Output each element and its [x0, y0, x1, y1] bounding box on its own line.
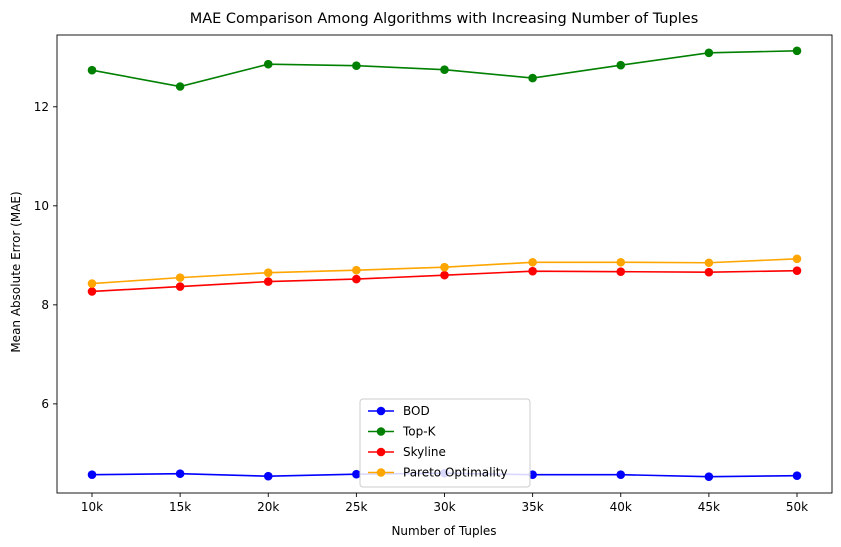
data-point-top-k [704, 48, 714, 58]
y-tick-label: 6 [41, 397, 49, 411]
legend-label: BOD [403, 404, 430, 418]
data-point-skyline [440, 270, 449, 280]
data-point-bod [175, 469, 185, 478]
data-point-skyline [87, 287, 97, 296]
data-point-pareto-optimality [87, 279, 97, 288]
series-pareto-optimality [87, 254, 802, 288]
chart-title: MAE Comparison Among Algorithms with Inc… [190, 11, 699, 27]
x-axis-label: Number of Tuples [391, 524, 496, 538]
x-tick-label: 20k [257, 500, 279, 514]
data-point-top-k [263, 59, 273, 69]
y-axis-label: Mean Absolute Error (MAE) [9, 191, 23, 352]
data-point-pareto-optimality [352, 265, 361, 275]
legend-entry: Top-K [368, 425, 437, 439]
data-point-bod [616, 470, 626, 479]
data-point-skyline [616, 267, 626, 276]
legend-swatch-marker [376, 427, 386, 436]
data-point-bod [792, 471, 802, 480]
data-point-skyline [175, 282, 185, 291]
legend-swatch-marker [376, 447, 386, 457]
data-point-top-k [792, 46, 802, 56]
data-point-skyline [704, 267, 714, 277]
data-point-bod [263, 471, 273, 481]
data-point-pareto-optimality [704, 258, 714, 268]
series-top-k [87, 46, 802, 91]
legend-swatch-marker [376, 468, 386, 477]
data-point-top-k [440, 65, 449, 74]
legend-label: Top-K [402, 425, 437, 439]
data-point-bod [704, 472, 714, 481]
x-tick-label: 15k [169, 500, 191, 514]
x-tick-label: 10k [81, 500, 103, 514]
data-point-pareto-optimality [263, 268, 273, 277]
y-tick-label: 8 [41, 298, 49, 312]
legend-box [359, 398, 531, 488]
data-point-skyline [528, 266, 537, 276]
data-point-top-k [528, 73, 537, 83]
data-point-bod [352, 469, 361, 479]
data-point-skyline [263, 277, 273, 286]
x-tick-label: 25k [345, 500, 367, 514]
x-tick-label: 40k [610, 500, 632, 514]
legend: BOD Top-K Skyline Pareto Optimality [359, 398, 531, 488]
data-point-pareto-optimality [616, 257, 626, 267]
data-point-pareto-optimality [792, 254, 802, 264]
legend-label: Skyline [403, 445, 446, 459]
legend-entry: Skyline [368, 445, 446, 459]
data-point-top-k [616, 60, 626, 70]
data-point-skyline [792, 266, 802, 275]
legend-entry: BOD [368, 404, 430, 418]
x-tick-label: 30k [433, 500, 455, 514]
data-point-top-k [87, 65, 97, 75]
data-point-skyline [352, 274, 361, 284]
y-axis-ticks: 6 8 10 12 [34, 100, 57, 411]
y-tick-label: 12 [34, 100, 49, 114]
y-tick-label: 10 [34, 199, 49, 213]
data-point-top-k [352, 61, 361, 70]
legend-entry: Pareto Optimality [368, 466, 508, 480]
data-point-pareto-optimality [175, 273, 185, 282]
x-tick-label: 35k [522, 500, 544, 514]
data-point-top-k [175, 82, 185, 91]
legend-label: Pareto Optimality [403, 466, 508, 480]
x-tick-label: 45k [698, 500, 720, 514]
data-point-bod [87, 470, 97, 479]
data-point-pareto-optimality [440, 262, 449, 272]
x-tick-label: 50k [786, 500, 808, 514]
series-skyline [87, 266, 802, 296]
legend-swatch-marker [376, 406, 386, 416]
data-point-pareto-optimality [528, 257, 537, 267]
x-axis-ticks: 10k 15k 20k 25k 30k 35k 40k 45k 50k [81, 493, 808, 514]
